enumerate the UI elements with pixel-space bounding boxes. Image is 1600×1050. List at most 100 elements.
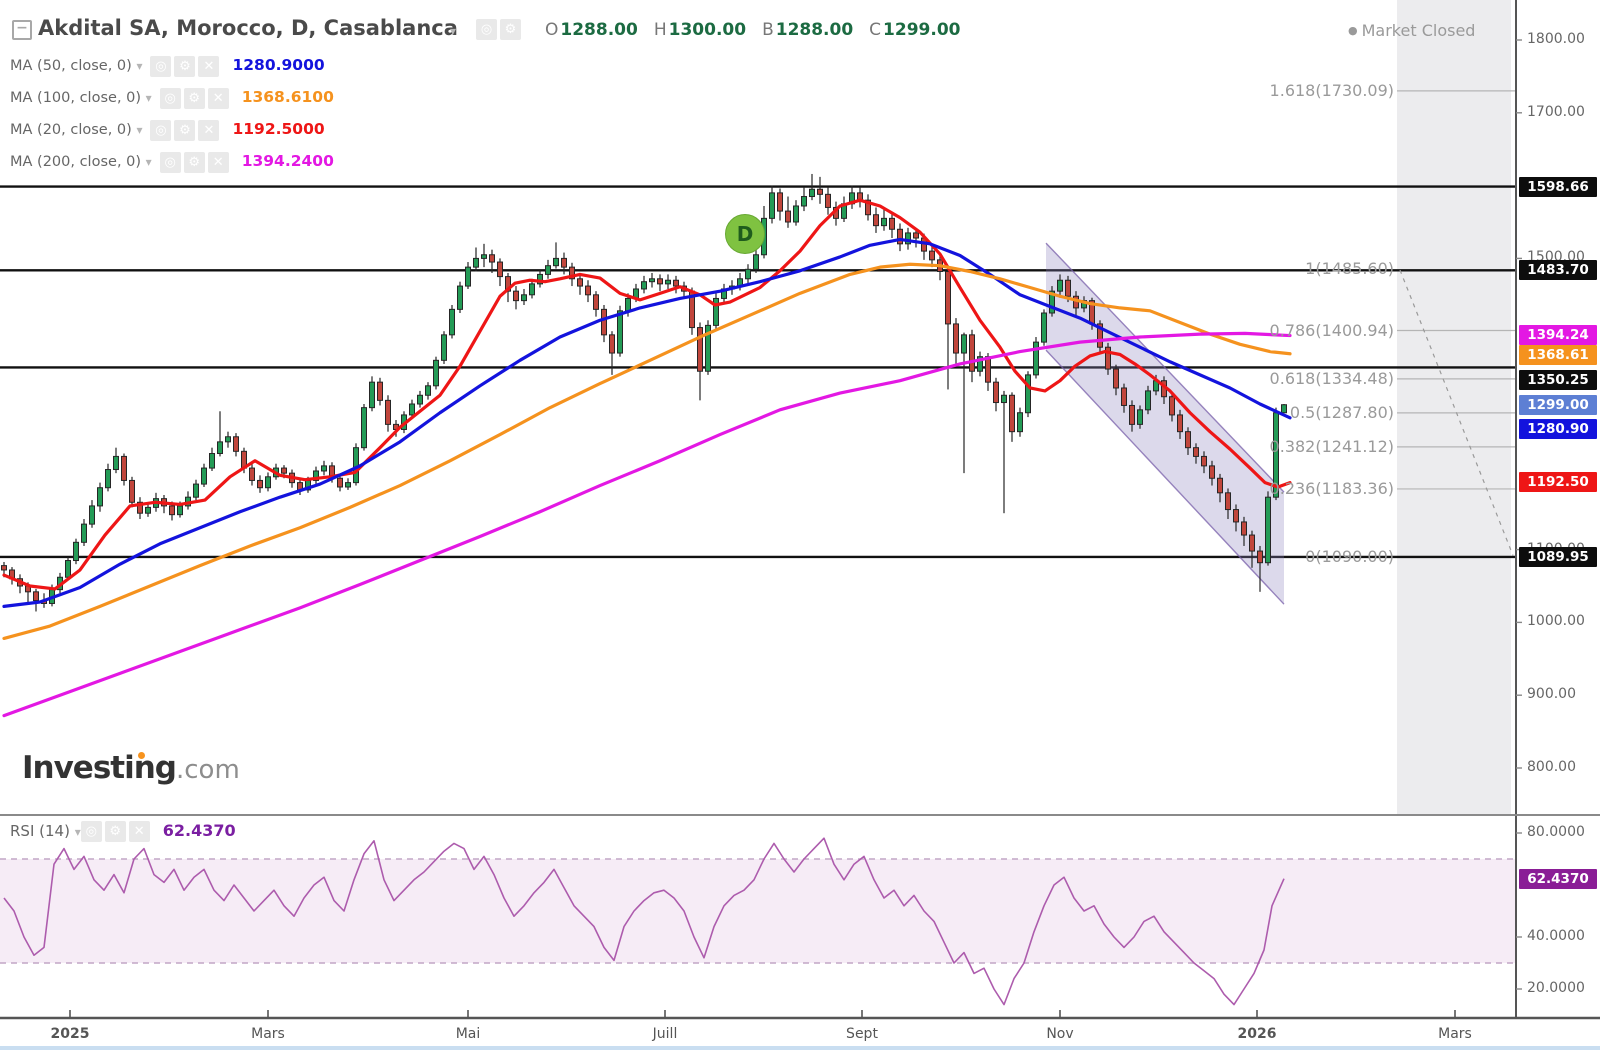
symbol-title[interactable]: Akdital SA, Morocco, D, Casablanca xyxy=(38,16,458,40)
chevron-down-icon[interactable]: ▾ xyxy=(136,123,143,137)
candle[interactable] xyxy=(89,505,95,525)
candle[interactable] xyxy=(361,407,367,449)
candle[interactable] xyxy=(569,266,575,280)
candle[interactable] xyxy=(785,210,791,223)
candle[interactable] xyxy=(1169,396,1175,416)
eye-icon[interactable]: ◎ xyxy=(150,119,172,141)
close-icon[interactable]: ✕ xyxy=(198,55,220,77)
candle[interactable] xyxy=(961,334,967,354)
candle[interactable] xyxy=(913,232,919,239)
candle[interactable] xyxy=(209,453,215,469)
candle[interactable] xyxy=(825,193,831,208)
candle[interactable] xyxy=(81,523,87,543)
candle[interactable] xyxy=(641,281,647,290)
candle[interactable] xyxy=(969,334,975,372)
eye-icon[interactable]: ◎ xyxy=(476,19,497,40)
candle[interactable] xyxy=(889,217,895,230)
candle[interactable] xyxy=(129,479,135,503)
candle[interactable] xyxy=(1209,465,1215,479)
eye-icon[interactable]: ◎ xyxy=(159,151,181,173)
candle[interactable] xyxy=(977,356,983,372)
candle[interactable] xyxy=(1241,521,1247,536)
candle[interactable] xyxy=(249,467,255,481)
ma-line-ma20[interactable] xyxy=(2,198,1292,591)
ma-line-ma200[interactable] xyxy=(2,331,1292,718)
candle[interactable] xyxy=(1265,496,1271,564)
candle[interactable] xyxy=(1025,374,1031,414)
eye-icon[interactable]: ◎ xyxy=(150,55,172,77)
candle[interactable] xyxy=(97,487,103,507)
candle[interactable] xyxy=(137,501,143,514)
channel-upper-line[interactable] xyxy=(1045,242,1285,493)
candle[interactable] xyxy=(865,199,871,216)
dividend-marker[interactable]: D xyxy=(725,214,765,254)
candle[interactable] xyxy=(553,257,559,267)
chevron-down-icon[interactable]: ▾ xyxy=(145,91,152,105)
gear-icon[interactable]: ⚙ xyxy=(174,119,196,141)
candle[interactable] xyxy=(121,455,127,481)
candle[interactable] xyxy=(1001,394,1007,404)
candle[interactable] xyxy=(1057,279,1063,292)
candle[interactable] xyxy=(809,188,815,198)
candle[interactable] xyxy=(609,334,615,354)
candle[interactable] xyxy=(673,279,679,287)
candle[interactable] xyxy=(417,394,423,405)
candle[interactable] xyxy=(233,436,239,452)
candle[interactable] xyxy=(1,565,7,571)
candle[interactable] xyxy=(817,188,823,195)
candle[interactable] xyxy=(625,297,631,312)
candle[interactable] xyxy=(1121,387,1127,406)
rsi-line[interactable] xyxy=(3,837,1285,1006)
candle[interactable] xyxy=(497,261,503,278)
candle[interactable] xyxy=(169,505,175,516)
candle[interactable] xyxy=(769,192,775,219)
candle[interactable] xyxy=(441,334,447,361)
candle[interactable] xyxy=(313,470,319,481)
chevron-down-icon[interactable]: ▾ xyxy=(136,59,143,73)
candle[interactable] xyxy=(281,467,287,474)
candle[interactable] xyxy=(1113,368,1119,389)
trend-channel[interactable] xyxy=(1046,243,1284,605)
eye-icon[interactable]: ◎ xyxy=(159,87,181,109)
candle[interactable] xyxy=(593,294,599,310)
candle[interactable] xyxy=(657,278,663,285)
candle[interactable] xyxy=(225,436,231,443)
candle[interactable] xyxy=(753,254,759,270)
candle[interactable] xyxy=(513,290,519,302)
candle[interactable] xyxy=(105,469,111,489)
candle[interactable] xyxy=(1017,412,1023,433)
candle[interactable] xyxy=(1033,341,1039,376)
candle[interactable] xyxy=(145,506,151,514)
candle[interactable] xyxy=(1145,390,1151,411)
candle[interactable] xyxy=(1193,447,1199,457)
candle[interactable] xyxy=(1137,409,1143,425)
candle[interactable] xyxy=(481,254,487,259)
candle[interactable] xyxy=(801,196,807,207)
candle[interactable] xyxy=(993,381,999,404)
candle[interactable] xyxy=(777,192,783,212)
candle[interactable] xyxy=(665,279,671,285)
candle[interactable] xyxy=(449,308,455,336)
candle[interactable] xyxy=(601,308,607,336)
candle[interactable] xyxy=(1201,455,1207,467)
eye-icon[interactable]: ◎ xyxy=(80,821,102,842)
candle[interactable] xyxy=(873,214,879,227)
candle[interactable] xyxy=(953,323,959,354)
candle[interactable] xyxy=(425,385,431,396)
candle[interactable] xyxy=(377,381,383,401)
candle[interactable] xyxy=(33,591,39,602)
candle[interactable] xyxy=(217,441,223,455)
candle[interactable] xyxy=(1049,290,1055,314)
chevron-down-icon[interactable]: ▾ xyxy=(74,825,81,839)
candle[interactable] xyxy=(897,228,903,245)
gear-icon[interactable]: ⚙ xyxy=(104,821,126,842)
candle[interactable] xyxy=(1185,431,1191,449)
candle[interactable] xyxy=(1233,509,1239,523)
collapse-icon[interactable]: − xyxy=(12,20,32,40)
candle[interactable] xyxy=(929,250,935,261)
candle[interactable] xyxy=(1257,550,1263,564)
candle[interactable] xyxy=(521,294,527,302)
candle[interactable] xyxy=(489,254,495,263)
close-icon[interactable]: ✕ xyxy=(128,821,150,842)
